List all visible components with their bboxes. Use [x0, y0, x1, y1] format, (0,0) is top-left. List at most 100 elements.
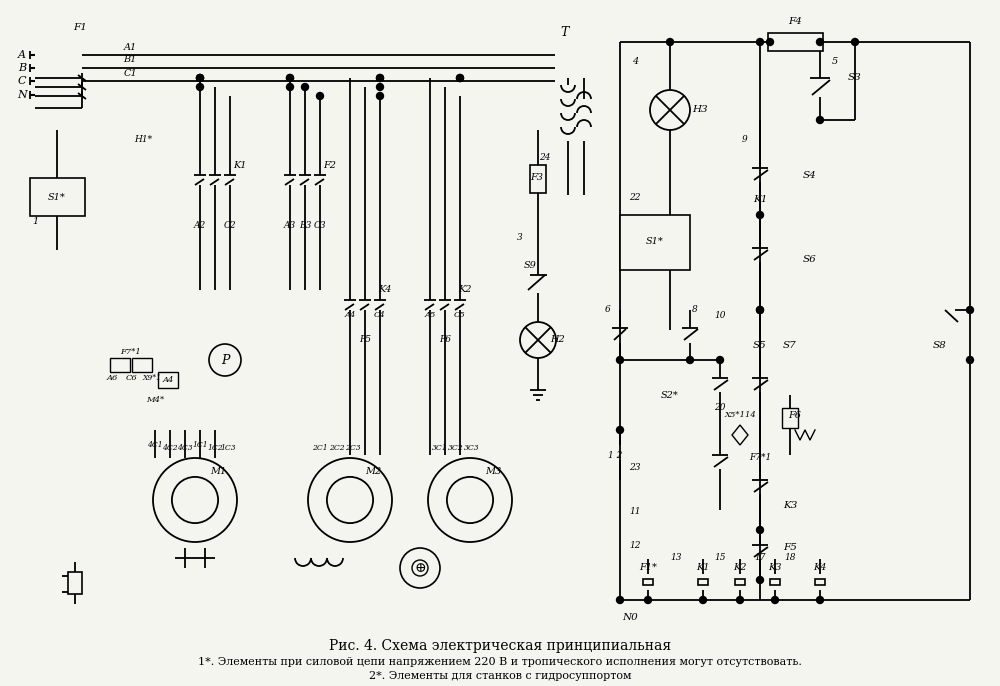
Text: B1: B1 — [123, 56, 137, 64]
Circle shape — [700, 597, 706, 604]
Circle shape — [852, 38, 858, 45]
Text: K2: K2 — [733, 563, 747, 573]
Text: N0: N0 — [622, 613, 638, 622]
Text: F5: F5 — [359, 335, 371, 344]
Circle shape — [966, 357, 974, 364]
Circle shape — [376, 84, 384, 91]
Text: M2: M2 — [365, 467, 381, 477]
Text: A: A — [18, 50, 26, 60]
Text: M1: M1 — [210, 467, 226, 477]
Text: 18: 18 — [784, 554, 796, 563]
Text: F6: F6 — [788, 410, 802, 420]
Text: A6: A6 — [106, 374, 118, 382]
Bar — [643, 579, 653, 585]
Bar — [620, 215, 690, 270]
Text: S1*: S1* — [646, 237, 664, 246]
Text: F1: F1 — [73, 23, 87, 32]
Text: K3: K3 — [783, 501, 797, 510]
Text: 22: 22 — [629, 193, 641, 202]
Circle shape — [757, 576, 764, 584]
Text: C4: C4 — [374, 311, 386, 319]
Text: K1: K1 — [233, 161, 247, 169]
Text: B: B — [18, 63, 26, 73]
Text: 4C2: 4C2 — [162, 444, 178, 452]
Text: 15: 15 — [714, 554, 726, 563]
Text: A4: A4 — [162, 376, 174, 384]
Text: S6: S6 — [803, 255, 817, 265]
Circle shape — [757, 526, 764, 534]
Bar — [782, 408, 798, 428]
Text: 4C3: 4C3 — [177, 444, 193, 452]
Text: F4: F4 — [788, 18, 802, 27]
Text: K4: K4 — [813, 563, 827, 573]
Circle shape — [447, 477, 493, 523]
Circle shape — [757, 307, 764, 314]
Text: ⊕: ⊕ — [414, 561, 426, 575]
Text: F5: F5 — [783, 543, 797, 552]
Text: 4C1: 4C1 — [147, 441, 163, 449]
Circle shape — [302, 84, 308, 91]
Text: 3: 3 — [517, 233, 523, 242]
Circle shape — [376, 75, 384, 82]
Text: S7: S7 — [783, 340, 797, 349]
Circle shape — [308, 458, 392, 542]
Text: 1*. Элементы при силовой цепи напряжением 220 В и тропического исполнения могут : 1*. Элементы при силовой цепи напряжение… — [198, 657, 802, 667]
Circle shape — [816, 597, 824, 604]
Text: 1C1: 1C1 — [192, 441, 208, 449]
Text: 1C2: 1C2 — [207, 444, 223, 452]
Text: S3: S3 — [848, 73, 862, 82]
Bar — [30, 178, 85, 216]
Text: A2: A2 — [194, 220, 206, 230]
Circle shape — [316, 93, 324, 99]
Text: K1: K1 — [753, 196, 767, 204]
Text: S9: S9 — [524, 261, 536, 270]
Circle shape — [716, 357, 724, 364]
Text: 1C3: 1C3 — [220, 444, 236, 452]
Text: C: C — [18, 76, 26, 86]
Circle shape — [287, 75, 294, 82]
Circle shape — [456, 75, 464, 82]
Text: 2C3: 2C3 — [345, 444, 361, 452]
Circle shape — [757, 211, 764, 219]
Bar — [770, 579, 780, 585]
Circle shape — [287, 75, 294, 82]
Bar — [815, 579, 825, 585]
Circle shape — [412, 560, 428, 576]
Circle shape — [757, 38, 764, 45]
Circle shape — [644, 597, 652, 604]
Text: S8: S8 — [933, 340, 947, 349]
Circle shape — [209, 344, 241, 376]
Circle shape — [767, 38, 774, 45]
Text: 3C3: 3C3 — [464, 444, 480, 452]
Text: 20: 20 — [714, 403, 726, 412]
Circle shape — [196, 75, 204, 82]
Circle shape — [428, 458, 512, 542]
Text: P: P — [221, 353, 229, 366]
Text: S2*: S2* — [661, 390, 679, 399]
Text: K3: K3 — [768, 563, 782, 573]
Text: 11: 11 — [629, 508, 641, 517]
Text: C2: C2 — [224, 220, 236, 230]
Text: X9*1: X9*1 — [143, 374, 162, 382]
Circle shape — [686, 357, 694, 364]
Text: 5: 5 — [832, 58, 838, 67]
Text: F2: F2 — [324, 161, 336, 169]
Circle shape — [772, 597, 778, 604]
Text: X5*114: X5*114 — [724, 411, 756, 419]
Bar — [110, 358, 130, 372]
Text: 3C1: 3C1 — [432, 444, 448, 452]
Text: C1: C1 — [123, 69, 137, 78]
Bar — [68, 572, 82, 594]
Text: 9: 9 — [742, 136, 748, 145]
Text: A5: A5 — [424, 311, 436, 319]
Text: F6: F6 — [439, 335, 451, 344]
Text: 24: 24 — [539, 154, 551, 163]
Bar — [132, 358, 152, 372]
Text: 1 2: 1 2 — [608, 451, 622, 460]
Circle shape — [816, 38, 824, 45]
Text: S1*: S1* — [48, 193, 66, 202]
Circle shape — [400, 548, 440, 588]
Circle shape — [616, 357, 624, 364]
Circle shape — [736, 597, 744, 604]
Text: 2C2: 2C2 — [329, 444, 345, 452]
